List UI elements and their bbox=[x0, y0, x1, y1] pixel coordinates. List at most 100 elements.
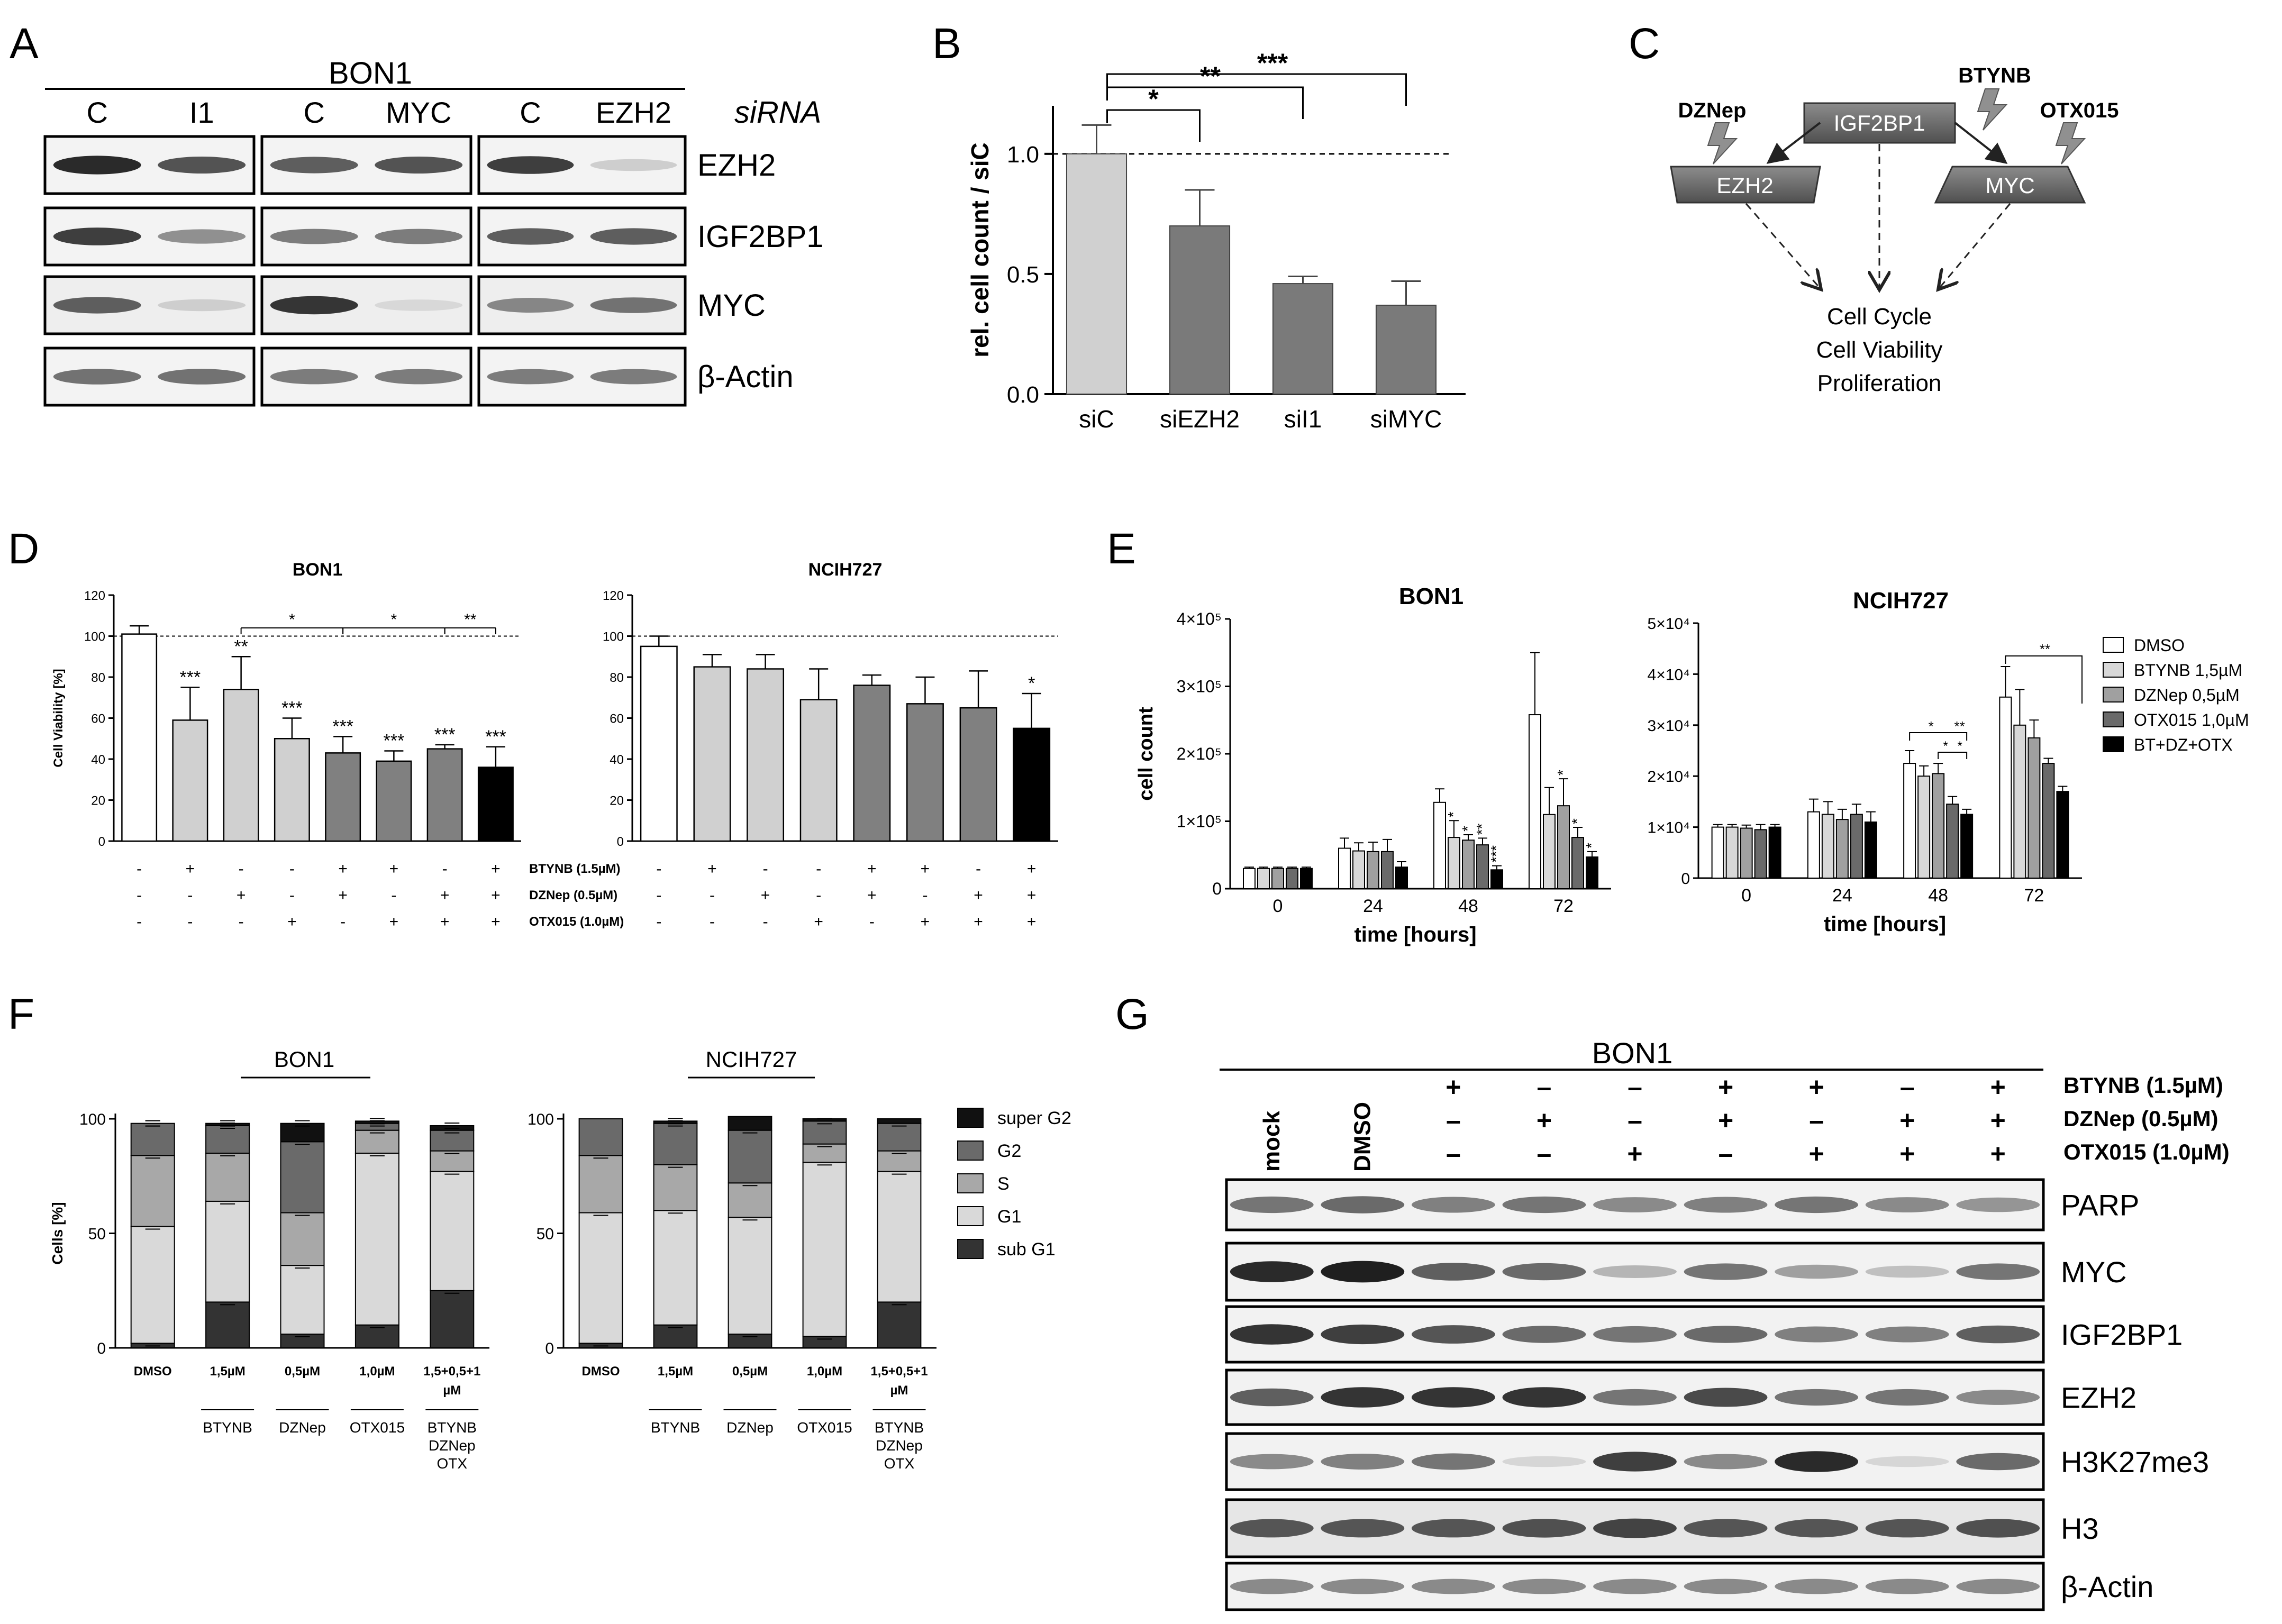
combo-label-line: DZNep bbox=[876, 1437, 923, 1454]
bar bbox=[1338, 847, 1351, 889]
legend-label-2: DZNep 0,5µM bbox=[2134, 686, 2240, 705]
blot-band bbox=[158, 157, 246, 174]
blot-band bbox=[1865, 1456, 1949, 1467]
protein-label-2: IGF2BP1 bbox=[2061, 1318, 2183, 1352]
sig-star: *** bbox=[485, 727, 506, 747]
bar bbox=[1543, 814, 1556, 889]
panel-g-cell-line: BON1 bbox=[1592, 1036, 1673, 1070]
lane-label-myc: MYC bbox=[386, 96, 451, 129]
blot-band bbox=[487, 156, 574, 174]
sig-star: ** bbox=[464, 611, 477, 628]
blot-band bbox=[1593, 1389, 1677, 1406]
y-tick-label: 40 bbox=[610, 753, 624, 767]
bar bbox=[274, 738, 310, 842]
bar bbox=[640, 645, 678, 842]
treatment-label-1: DZNep (0.5µM) bbox=[2063, 1106, 2219, 1131]
blot-band bbox=[1956, 1325, 2040, 1344]
blot-band bbox=[1775, 1326, 1859, 1343]
x-tick-label: µM bbox=[443, 1383, 461, 1398]
stack-segment bbox=[728, 1334, 772, 1349]
stack-segment bbox=[130, 1155, 175, 1227]
treatment-sign: - bbox=[187, 913, 193, 930]
lane-label-i1: I1 bbox=[189, 96, 214, 129]
bar bbox=[1300, 868, 1313, 889]
stack-segment bbox=[802, 1120, 847, 1145]
treatment-sign: - bbox=[187, 887, 193, 904]
treatment-sign: + bbox=[1990, 1139, 2006, 1169]
protein-label-5: H3 bbox=[2061, 1512, 2099, 1545]
stack-segment bbox=[802, 1162, 847, 1337]
bar bbox=[1946, 804, 1959, 879]
legend-label-3: G1 bbox=[997, 1207, 1021, 1227]
treatment-sign: - bbox=[763, 860, 768, 878]
sig-bracket bbox=[1909, 732, 1968, 741]
treatment-sign: - bbox=[137, 887, 142, 904]
sig-star: * bbox=[391, 611, 397, 628]
bar bbox=[1013, 727, 1051, 842]
stack-segment bbox=[354, 1123, 399, 1131]
x-tick-label-siI1: siI1 bbox=[1284, 405, 1322, 433]
treatment-sign: - bbox=[391, 887, 396, 904]
lane-label-dmso: DMSO bbox=[1349, 1102, 1375, 1172]
treatment-label-1: DZNep (0.5µM) bbox=[529, 888, 617, 902]
treatment-sign: + bbox=[1990, 1106, 2006, 1135]
blot-band bbox=[1956, 1519, 2040, 1538]
panel-g-blots: PARP MYC IGF2BP1 EZH2 H3K27me3 H3 β-Actin bbox=[1225, 1178, 2209, 1611]
bar bbox=[376, 760, 412, 842]
blot-band bbox=[1502, 1387, 1586, 1408]
stack-segment bbox=[653, 1120, 698, 1124]
blot-band bbox=[375, 229, 463, 244]
panel-letter-b: B bbox=[932, 20, 961, 68]
protein-label-0: PARP bbox=[2061, 1189, 2139, 1222]
bar bbox=[1999, 696, 2012, 879]
treatment-sign: + bbox=[440, 887, 450, 904]
lane-label-c: C bbox=[87, 96, 108, 129]
btynb-label: BTYNB bbox=[1958, 64, 2031, 87]
bar bbox=[1433, 801, 1446, 890]
panel-a-sirna-label: siRNA bbox=[734, 95, 821, 130]
blot-band bbox=[158, 229, 246, 244]
blot-band bbox=[1230, 1454, 1314, 1470]
blot-band bbox=[375, 157, 463, 174]
outcome-proliferation: Proliferation bbox=[1817, 370, 1942, 396]
panel-f-bon1-plot: 0 50 100 Cells [%] DMSO 1,5µM 0,5µM 1,0µM 1,5+0,… bbox=[49, 1111, 489, 1472]
blot-band bbox=[1684, 1388, 1768, 1407]
blot-band bbox=[375, 299, 463, 311]
blot-band bbox=[1593, 1265, 1677, 1278]
blot-band bbox=[1230, 1579, 1314, 1594]
treatment-sign: - bbox=[922, 887, 928, 904]
blot-band bbox=[1684, 1454, 1768, 1470]
chart-title: NCIH727 bbox=[808, 560, 883, 580]
treatment-sign: - bbox=[710, 887, 715, 904]
protein-label-2: MYC bbox=[697, 288, 766, 323]
treatment-sign: + bbox=[1990, 1072, 2006, 1102]
blot-band bbox=[487, 228, 574, 245]
treatment-sign: + bbox=[237, 887, 246, 904]
x-tick-label: 24 bbox=[1363, 896, 1383, 916]
x-tick-label: 1,0µM bbox=[359, 1364, 395, 1379]
legend-label-0: super G2 bbox=[997, 1108, 1071, 1128]
stack-segment bbox=[802, 1118, 847, 1122]
x-tick-label: DMSO bbox=[582, 1364, 620, 1379]
blot-band bbox=[1321, 1519, 1405, 1538]
bar bbox=[1586, 856, 1598, 889]
legend-swatch bbox=[957, 1206, 984, 1226]
treatment-sign: + bbox=[761, 887, 770, 904]
legend-swatch bbox=[2103, 736, 2124, 752]
treatment-sign: – bbox=[1719, 1139, 1733, 1169]
stack-segment bbox=[430, 1129, 475, 1152]
y-tick-label: 0 bbox=[98, 835, 105, 849]
panel-letter-e: E bbox=[1107, 525, 1136, 573]
panel-a-cell-line: BON1 bbox=[329, 56, 412, 90]
bar bbox=[1807, 811, 1820, 879]
treatment-sign: - bbox=[289, 860, 295, 878]
sig-star: ** bbox=[1954, 718, 1965, 734]
stack-segment bbox=[877, 1123, 922, 1152]
y-tick-label: 20 bbox=[610, 794, 624, 808]
blot-band bbox=[1775, 1196, 1859, 1214]
stack-segment bbox=[280, 1212, 325, 1266]
stack-segment bbox=[205, 1200, 250, 1303]
treatment-sign: – bbox=[1628, 1106, 1642, 1135]
